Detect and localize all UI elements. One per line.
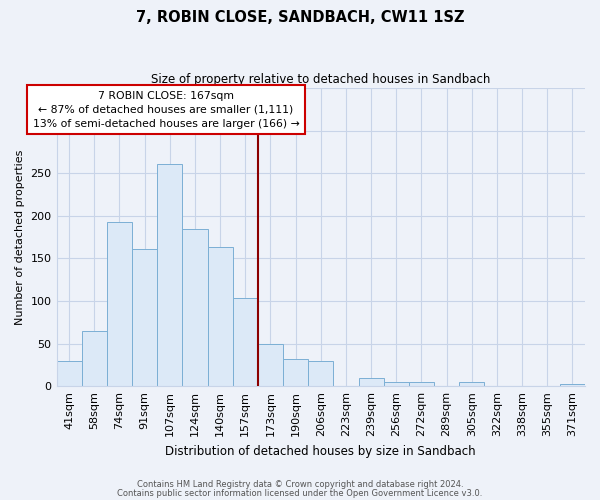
Bar (283, 359, 308, 386)
Bar (258, 344, 283, 386)
Bar (560, 384, 585, 386)
Bar (308, 360, 334, 386)
Bar (208, 248, 233, 386)
Bar (409, 382, 434, 386)
Bar (157, 164, 182, 386)
X-axis label: Distribution of detached houses by size in Sandbach: Distribution of detached houses by size … (166, 444, 476, 458)
Title: Size of property relative to detached houses in Sandbach: Size of property relative to detached ho… (151, 72, 490, 86)
Bar (132, 249, 157, 386)
Text: 7, ROBIN CLOSE, SANDBACH, CW11 1SZ: 7, ROBIN CLOSE, SANDBACH, CW11 1SZ (136, 10, 464, 25)
Bar (233, 298, 258, 386)
Bar (107, 222, 132, 386)
Bar (82, 331, 107, 386)
Text: Contains HM Land Registry data © Crown copyright and database right 2024.: Contains HM Land Registry data © Crown c… (137, 480, 463, 489)
Text: Contains public sector information licensed under the Open Government Licence v3: Contains public sector information licen… (118, 489, 482, 498)
Bar (459, 382, 484, 386)
Bar (56, 360, 82, 386)
Y-axis label: Number of detached properties: Number of detached properties (15, 150, 25, 325)
Bar (383, 382, 409, 386)
Text: 7 ROBIN CLOSE: 167sqm
← 87% of detached houses are smaller (1,111)
13% of semi-d: 7 ROBIN CLOSE: 167sqm ← 87% of detached … (32, 90, 299, 128)
Bar (182, 230, 208, 386)
Bar (359, 378, 383, 386)
